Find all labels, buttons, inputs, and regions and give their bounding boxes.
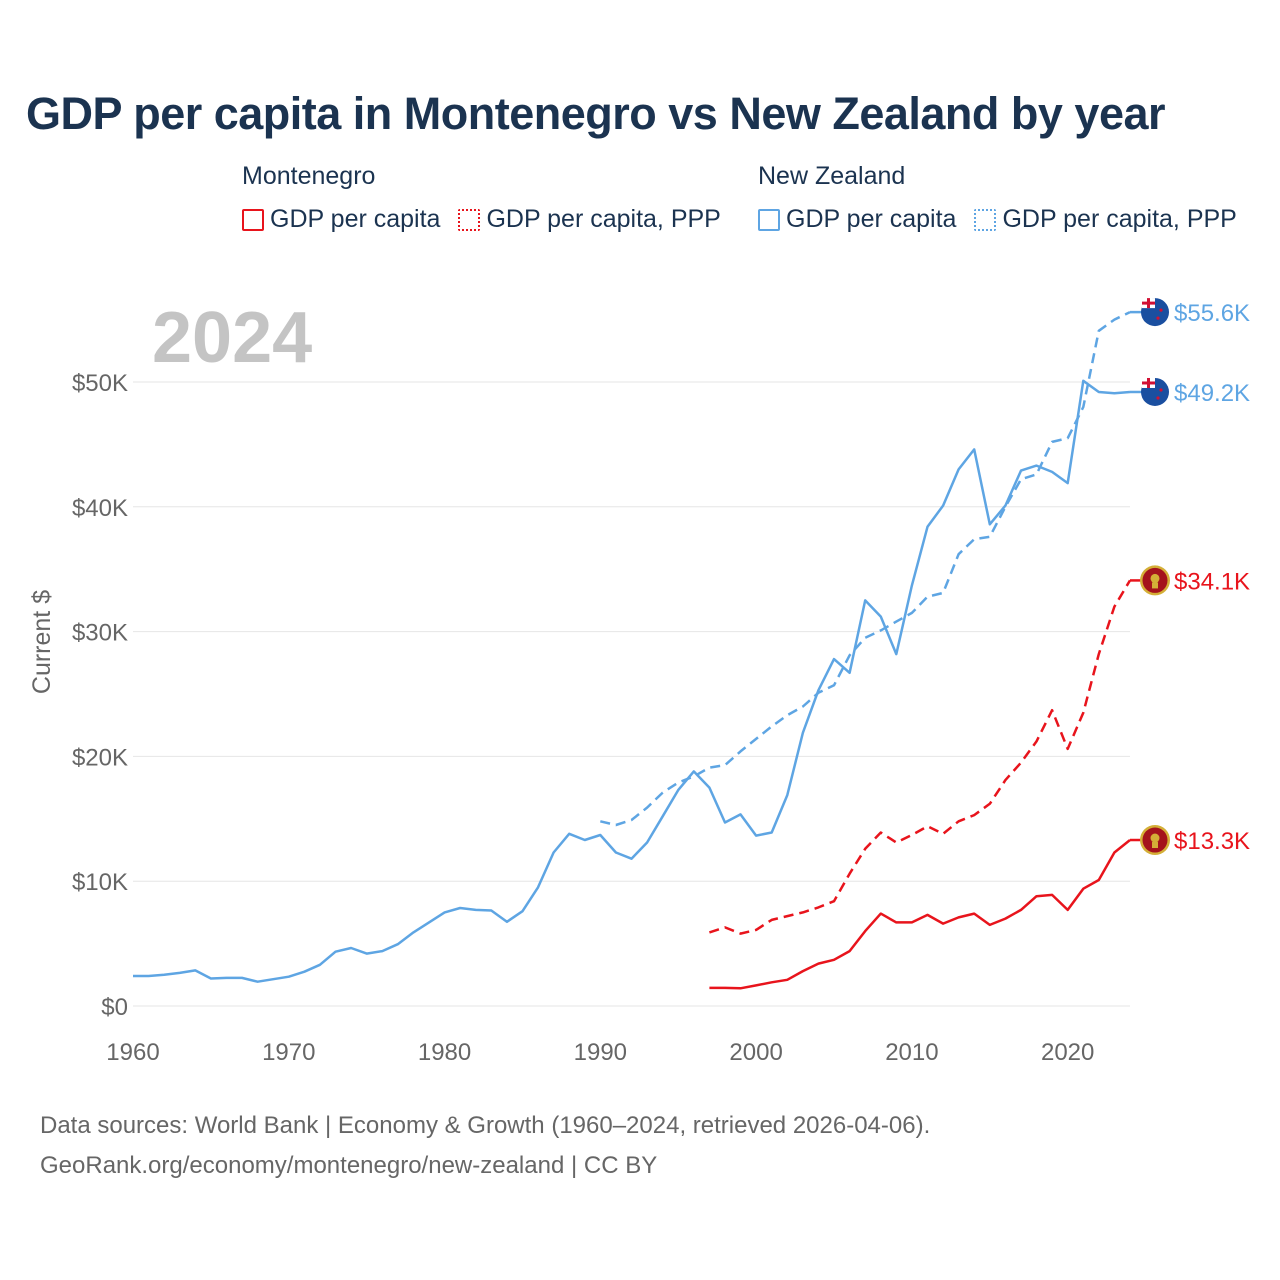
y-tick-label: $0	[101, 994, 128, 1021]
x-tick-label: 1980	[418, 1039, 471, 1066]
x-tick-label: 1970	[262, 1039, 315, 1066]
series-end-value-label: $55.6K	[1174, 300, 1250, 327]
y-tick-label: $10K	[72, 869, 128, 896]
new-zealand-flag-icon	[1141, 377, 1169, 406]
y-tick-label: $40K	[72, 495, 128, 522]
series-end-value-label: $13.3K	[1174, 828, 1250, 855]
x-tick-label: 2000	[729, 1039, 782, 1066]
footer: Data sources: World Bank | Economy & Gro…	[40, 1106, 930, 1186]
grid-lines	[133, 381, 1130, 1007]
legend-swatch-dotted	[974, 208, 997, 231]
legend-country-new-zealand: New Zealand	[758, 162, 906, 190]
x-axis-ticks: 1960 1970 1980 1990 2000 2010 2020	[106, 1039, 1094, 1066]
series-line-montenegro-gdp-per-capita	[709, 839, 1131, 990]
legend-swatch-solid	[242, 208, 264, 231]
y-axis-ticks: $0 $10K $20K $30K $40K $50K	[72, 370, 128, 1021]
legend-swatch-dotted	[458, 208, 481, 231]
chart-plot: $0 $10K $20K $30K $40K $50K 1960 1970 1980 1990 2…	[28, 298, 1250, 1066]
legend-swatch-solid	[758, 208, 780, 231]
new-zealand-flag-icon	[1141, 298, 1169, 327]
x-tick-label: 2010	[885, 1039, 938, 1066]
legend-group-new-zealand: New Zealand GDP per capita GDP per capit…	[758, 162, 1237, 234]
legend-item-new-zealand-gdp[interactable]: GDP per capita	[758, 205, 956, 234]
y-tick-label: $20K	[72, 744, 128, 771]
legend-country-montenegro: Montenegro	[242, 162, 376, 190]
legend-label: GDP per capita	[270, 205, 441, 233]
footer-sources: Data sources: World Bank | Economy & Gro…	[40, 1112, 931, 1139]
series-end-labels: $49.2K $55.6K $13.3K $34.1K	[1130, 298, 1250, 856]
series-end-value-label: $34.1K	[1174, 568, 1250, 595]
year-label: 2024	[152, 298, 312, 378]
montenegro-flag-icon	[1140, 565, 1170, 596]
y-axis-label: Current $	[28, 590, 56, 694]
legend-group-montenegro: Montenegro GDP per capita GDP per capita…	[242, 162, 721, 234]
series-lines	[133, 310, 1132, 990]
legend-label: GDP per capita, PPP	[1002, 205, 1237, 233]
series-line-montenegro-gdp-per-capita-ppp	[709, 579, 1132, 935]
legend-label: GDP per capita	[786, 205, 957, 233]
series-line-new-zealand-gdp-per-capita-ppp	[600, 310, 1131, 827]
series-end-value-label: $49.2K	[1174, 380, 1250, 407]
x-tick-label: 2020	[1041, 1039, 1094, 1066]
legend-item-montenegro-gdp[interactable]: GDP per capita	[242, 205, 440, 234]
legend-item-montenegro-gdp-ppp[interactable]: GDP per capita, PPP	[458, 205, 721, 234]
montenegro-flag-icon	[1140, 825, 1170, 856]
chart-title: GDP per capita in Montenegro vs New Zeal…	[26, 88, 1166, 139]
y-tick-label: $50K	[72, 370, 128, 397]
x-tick-label: 1960	[106, 1039, 159, 1066]
series-line-new-zealand-gdp-per-capita	[133, 379, 1131, 983]
footer-credit: GeoRank.org/economy/montenegro/new-zeala…	[40, 1152, 658, 1179]
y-tick-label: $30K	[72, 620, 128, 647]
x-tick-label: 1990	[574, 1039, 627, 1066]
legend-item-new-zealand-gdp-ppp[interactable]: GDP per capita, PPP	[974, 205, 1237, 234]
legend-label: GDP per capita, PPP	[486, 205, 721, 233]
